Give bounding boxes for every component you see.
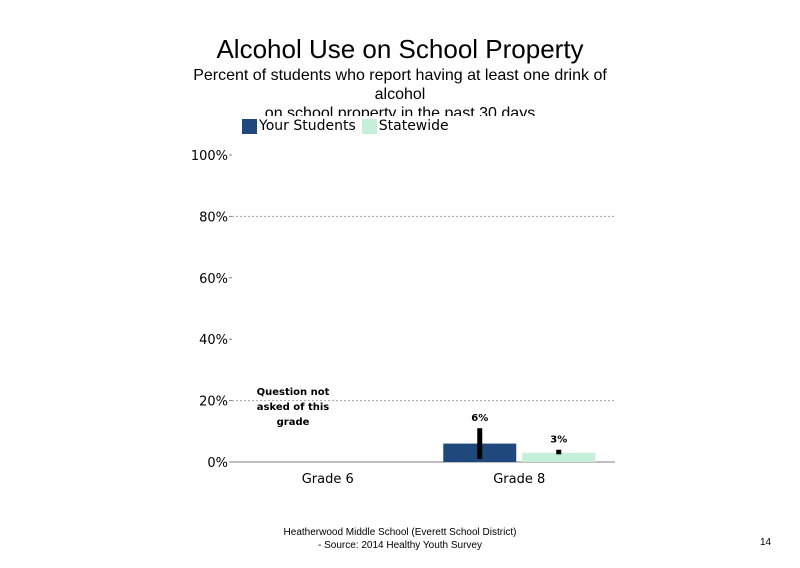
page-number: 14	[760, 537, 772, 548]
not-asked-annotation: Question not asked of this grade	[256, 387, 330, 428]
legend-item-your-students: Your Students	[242, 118, 356, 134]
legend: Your Students Statewide	[242, 118, 455, 134]
error-bar	[477, 428, 483, 459]
x-tick-label: Grade 8	[493, 472, 545, 487]
data-label: 6%	[471, 413, 488, 424]
legend-item-statewide: Statewide	[361, 118, 449, 134]
footer-school: Heatherwood Middle School (Everett Schoo…	[283, 527, 517, 538]
legend-label-your-students: Your Students	[259, 118, 356, 134]
data-label: 3%	[550, 435, 567, 446]
x-tick-label: Grade 6	[302, 472, 354, 487]
chart-subtitle: Percent of students who report having at…	[193, 67, 607, 116]
footer-source: - Source: 2014 Healthy Youth Survey	[318, 540, 482, 551]
y-tick-label: 0%	[207, 456, 228, 471]
legend-swatch-statewide	[361, 118, 377, 134]
legend-swatch-your-students	[242, 118, 257, 134]
y-tick-label: 20%	[199, 395, 228, 410]
bar	[522, 452, 596, 462]
error-bar	[556, 449, 562, 455]
y-tick-label: 80%	[199, 210, 228, 225]
y-tick-label: 60%	[199, 272, 228, 287]
legend-label-statewide: Statewide	[378, 118, 449, 134]
chart-title: Alcohol Use on School Property	[216, 34, 584, 64]
footer: Heatherwood Middle School (Everett Schoo…	[250, 526, 550, 552]
y-tick-label: 100%	[191, 149, 228, 164]
y-tick-label: 40%	[199, 333, 228, 348]
